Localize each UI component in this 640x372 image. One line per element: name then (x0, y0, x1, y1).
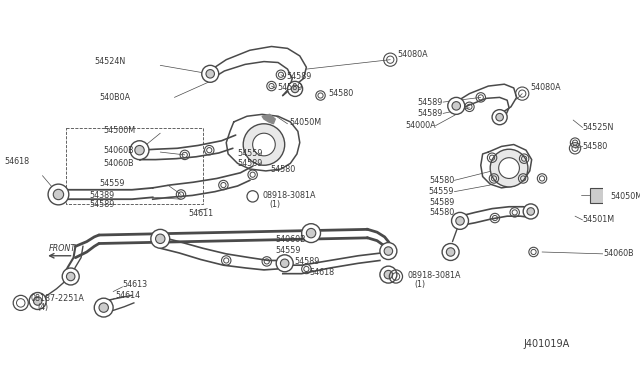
Circle shape (448, 97, 465, 114)
Circle shape (452, 212, 468, 230)
Circle shape (452, 102, 461, 110)
Text: 54589: 54589 (90, 201, 115, 209)
Text: 54618: 54618 (309, 268, 334, 277)
Text: 54559: 54559 (275, 246, 301, 254)
Circle shape (67, 272, 75, 281)
Circle shape (307, 228, 316, 238)
Circle shape (253, 133, 275, 156)
Text: 54559: 54559 (429, 187, 454, 196)
Circle shape (243, 124, 285, 165)
Circle shape (94, 298, 113, 317)
Text: 08918-3081A: 08918-3081A (262, 191, 316, 200)
Text: 54589: 54589 (294, 257, 319, 266)
Text: 54614: 54614 (115, 291, 140, 300)
Circle shape (456, 217, 464, 225)
Text: (4): (4) (38, 303, 49, 312)
Circle shape (380, 243, 397, 260)
Circle shape (446, 248, 455, 256)
Circle shape (33, 297, 42, 305)
Circle shape (490, 149, 528, 187)
Text: 54580: 54580 (429, 208, 454, 217)
Circle shape (527, 208, 534, 215)
Text: 54000A: 54000A (405, 121, 435, 130)
Text: 54611: 54611 (189, 209, 214, 218)
Circle shape (202, 65, 219, 82)
Text: 54580: 54580 (271, 164, 296, 173)
Circle shape (384, 270, 392, 279)
Circle shape (130, 141, 149, 160)
Text: 54589: 54589 (429, 198, 454, 206)
Text: 540B0A: 540B0A (99, 93, 130, 102)
Text: 54080A: 54080A (398, 51, 428, 60)
Text: 54525N: 54525N (582, 123, 614, 132)
Circle shape (380, 266, 397, 283)
Text: (1): (1) (415, 280, 426, 289)
Circle shape (276, 255, 293, 272)
Text: 54559: 54559 (99, 179, 125, 187)
Text: 54524N: 54524N (94, 57, 125, 66)
Circle shape (287, 81, 303, 96)
Circle shape (492, 110, 507, 125)
Text: 54060B: 54060B (604, 249, 634, 259)
Text: FRONT: FRONT (49, 244, 76, 253)
Text: 54580: 54580 (328, 89, 353, 98)
Circle shape (99, 303, 108, 312)
Text: 54613: 54613 (122, 279, 148, 289)
Text: 54060B: 54060B (104, 159, 134, 168)
Text: (1): (1) (269, 201, 281, 209)
Circle shape (384, 247, 392, 255)
Text: 54589: 54589 (287, 72, 312, 81)
Circle shape (48, 184, 69, 205)
Circle shape (62, 268, 79, 285)
Polygon shape (262, 114, 275, 124)
Text: 54589: 54589 (277, 83, 303, 93)
Text: 54580: 54580 (429, 176, 454, 185)
Text: 54501M: 54501M (582, 215, 614, 224)
Text: 54060B: 54060B (275, 235, 306, 244)
Text: 08918-3081A: 08918-3081A (407, 271, 461, 280)
Text: 54500M: 54500M (104, 126, 136, 135)
Circle shape (291, 85, 299, 93)
Text: 54618: 54618 (4, 157, 30, 166)
Text: 08187-2251A: 08187-2251A (30, 294, 84, 303)
Circle shape (151, 230, 170, 248)
Circle shape (442, 244, 459, 260)
Circle shape (499, 158, 520, 179)
Text: 54589: 54589 (418, 109, 443, 118)
Text: 54589: 54589 (237, 159, 263, 168)
Bar (590, 188, 609, 203)
Circle shape (53, 189, 63, 200)
Text: 54080A: 54080A (531, 83, 561, 93)
Circle shape (301, 224, 321, 243)
Circle shape (156, 234, 165, 244)
Circle shape (280, 259, 289, 267)
Circle shape (135, 145, 144, 155)
Text: 54060B: 54060B (104, 146, 134, 155)
Text: 54589: 54589 (418, 97, 443, 107)
Text: 54389: 54389 (90, 191, 115, 200)
Text: J401019A: J401019A (523, 339, 570, 349)
Text: 54050M: 54050M (289, 118, 321, 127)
Text: 54580: 54580 (582, 142, 608, 151)
Circle shape (496, 113, 504, 121)
Circle shape (29, 292, 46, 310)
Text: 54559: 54559 (237, 150, 263, 158)
Circle shape (523, 204, 538, 219)
Text: 54050M: 54050M (611, 192, 640, 201)
Circle shape (206, 70, 214, 78)
